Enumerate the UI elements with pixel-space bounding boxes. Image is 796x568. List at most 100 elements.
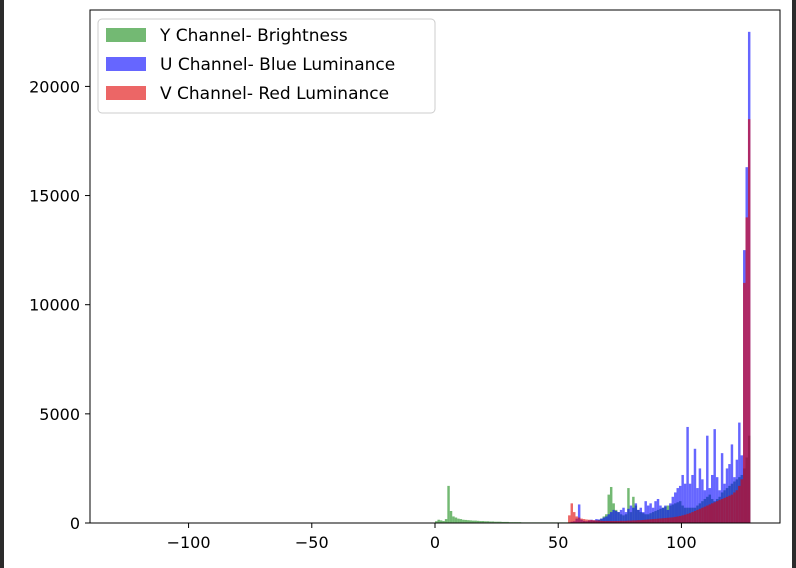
histogram-bar — [469, 520, 472, 523]
histogram-bar — [656, 498, 660, 523]
histogram-bar — [632, 507, 635, 523]
histogram-bar — [467, 520, 470, 523]
histogram-bar — [491, 521, 495, 523]
histogram-bar — [587, 519, 591, 523]
histogram-bar — [600, 520, 603, 523]
histogram-bar — [614, 510, 618, 523]
histogram-bar — [595, 520, 598, 523]
histogram-bar — [607, 521, 610, 523]
histogram-bar — [619, 509, 623, 523]
legend-swatch-v-channel — [106, 86, 146, 100]
histogram-bar — [659, 505, 662, 523]
histogram-bar — [501, 521, 504, 523]
histogram-bar — [738, 422, 741, 523]
histogram-bar — [747, 119, 751, 524]
histogram-bar — [489, 521, 492, 523]
histogram-bar — [617, 512, 620, 523]
y-tick-label: 5000 — [39, 405, 80, 424]
histogram-bar — [506, 521, 509, 523]
histogram-bar — [706, 435, 709, 523]
histogram-bar — [725, 496, 729, 523]
histogram-bar — [642, 519, 645, 523]
histogram-bar — [486, 521, 490, 523]
histogram-bar — [656, 518, 660, 523]
bars-layer — [435, 31, 751, 524]
histogram-bar — [639, 507, 642, 523]
histogram-bar — [725, 468, 729, 523]
legend-label-u-channel: U Channel- Blue Luminance — [160, 55, 395, 75]
y-tick-label: 15000 — [29, 187, 80, 206]
x-tick-label: −100 — [167, 533, 211, 552]
histogram-bar — [666, 509, 670, 523]
histogram-bar — [452, 516, 455, 523]
histogram-bar — [577, 517, 581, 523]
histogram-bar — [597, 520, 601, 523]
histogram-bar — [617, 521, 620, 523]
histogram-bar — [622, 520, 625, 523]
histogram-bar — [614, 521, 618, 523]
histogram-bar — [701, 507, 704, 523]
histogram-bar — [730, 494, 734, 523]
histogram-bar — [664, 517, 667, 523]
histogram-bar — [651, 507, 655, 523]
histogram-bar — [624, 512, 628, 523]
histogram-bar — [674, 516, 677, 523]
histogram-bar — [678, 485, 682, 523]
histogram-bar — [605, 516, 608, 523]
histogram-bar — [439, 520, 443, 523]
histogram-bar — [686, 426, 689, 523]
histogram-bar — [444, 519, 448, 523]
histogram-bar — [740, 479, 744, 523]
histogram-bar — [706, 505, 709, 523]
histogram-bar — [580, 518, 583, 523]
histogram-bar — [637, 520, 640, 523]
histogram-bar — [642, 512, 645, 523]
histogram-bar — [708, 504, 711, 523]
histogram-bar — [674, 492, 677, 523]
histogram-bar — [479, 521, 482, 523]
histogram-bar — [462, 519, 465, 523]
histogram-bar — [686, 513, 689, 523]
histogram-bar — [600, 518, 603, 523]
histogram-bar — [733, 492, 736, 523]
histogram-bar — [669, 503, 672, 523]
histogram-bar — [713, 429, 716, 523]
x-tick-label: 50 — [548, 533, 568, 552]
histogram-bar — [484, 521, 487, 523]
histogram-bar — [627, 488, 630, 523]
histogram-bar — [696, 488, 699, 523]
histogram-bar — [681, 474, 684, 523]
x-tick-label: −50 — [295, 533, 329, 552]
x-tick-label: 0 — [430, 533, 440, 552]
histogram-bar — [678, 516, 682, 523]
histogram-bar — [683, 514, 687, 523]
x-axis: −100 −50 0 50 100 — [167, 523, 697, 552]
histogram-bar — [442, 521, 445, 523]
histogram-bar — [671, 517, 675, 523]
histogram-bar — [735, 490, 739, 523]
histogram-bar — [661, 518, 665, 523]
histogram-bar — [629, 505, 633, 523]
histogram-bar — [688, 483, 692, 523]
series-2 — [568, 119, 751, 524]
histogram-bar — [691, 474, 694, 523]
histogram-bar — [602, 521, 606, 523]
legend: Y Channel- Brightness U Channel- Blue Lu… — [97, 18, 436, 114]
histogram-bar — [711, 474, 714, 523]
histogram-bar — [634, 503, 638, 523]
histogram-bar — [573, 512, 576, 523]
histogram-bar — [671, 496, 675, 523]
y-tick-label: 0 — [70, 514, 80, 533]
histogram-bar — [718, 500, 721, 523]
histogram-bar — [715, 501, 719, 523]
histogram-bar — [602, 517, 606, 523]
histogram-bar — [481, 521, 485, 523]
histogram-bar — [720, 453, 724, 523]
histogram-bar — [449, 510, 453, 523]
histogram-bar — [435, 521, 438, 523]
histogram-bar — [649, 503, 652, 523]
histogram-bar — [691, 512, 694, 523]
histogram-bar — [654, 501, 657, 523]
histogram-bar — [688, 513, 692, 523]
